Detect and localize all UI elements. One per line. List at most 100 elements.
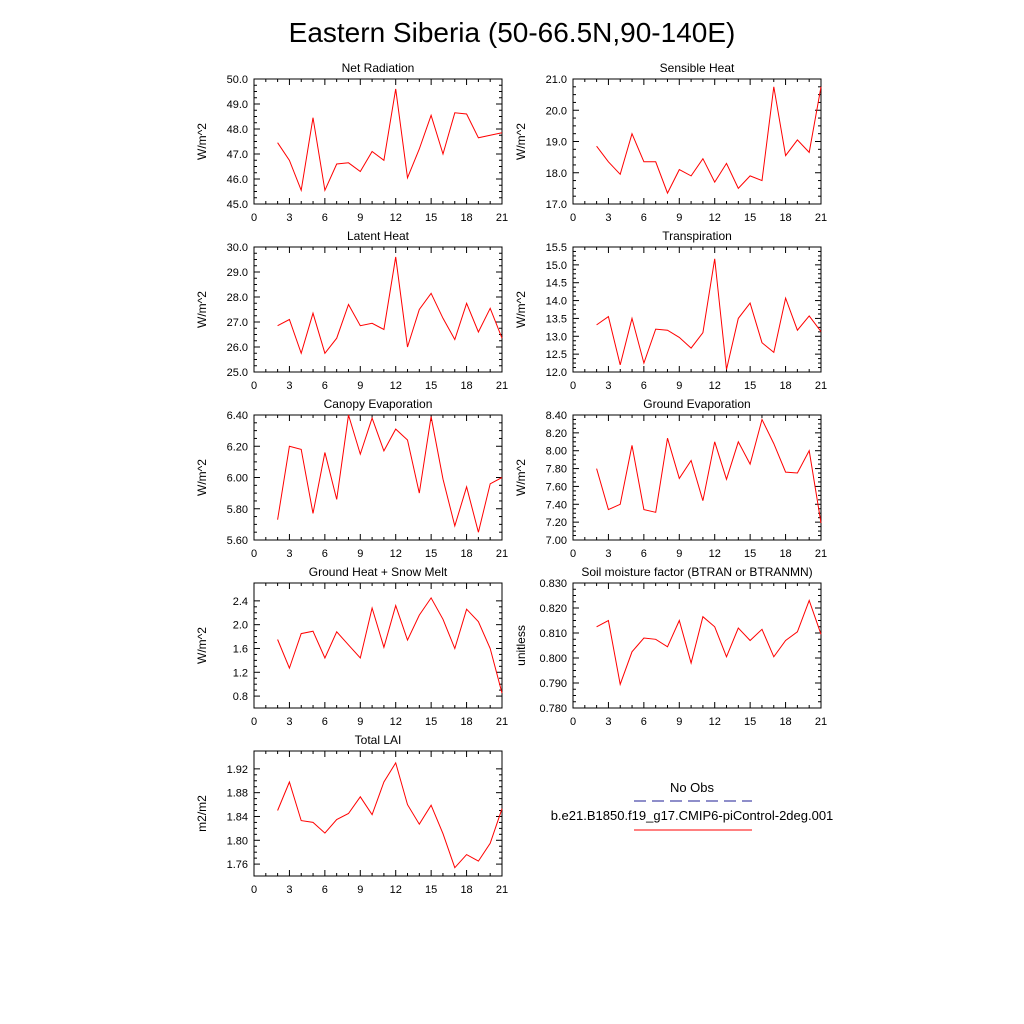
y-tick-label: 50.0 (227, 74, 248, 86)
y-tick-label: 0.820 (539, 603, 567, 615)
plot-frame (253, 750, 503, 877)
y-tick-label: 20.0 (546, 105, 567, 117)
x-tick-label: 9 (676, 548, 682, 560)
series-line (277, 88, 503, 193)
x-tick-label: 18 (779, 380, 791, 392)
y-tick-label: 7.00 (546, 535, 567, 547)
y-tick-label: 7.80 (546, 464, 567, 476)
x-tick-label: 21 (496, 380, 508, 392)
x-tick-label: 18 (779, 548, 791, 560)
panel-title: Net Radiation (342, 61, 415, 75)
x-tick-label: 3 (605, 380, 611, 392)
y-tick-label: 26.0 (227, 342, 248, 354)
x-tick-label: 9 (357, 884, 363, 896)
panel-title: Latent Heat (347, 229, 410, 243)
x-tick-label: 3 (286, 548, 292, 560)
x-tick-label: 12 (390, 212, 402, 224)
y-tick-label: 1.88 (227, 788, 248, 800)
chart-panel: Ground Evaporation W/m^2 0 3 6 9 12 15 18 21 7.00 7… (514, 397, 827, 560)
y-tick-label: 29.0 (227, 267, 248, 279)
y-tick-label: 8.00 (546, 446, 567, 458)
x-tick-label: 15 (425, 380, 437, 392)
series-line (596, 599, 822, 687)
y-axis-label: W/m^2 (195, 123, 209, 160)
x-tick-label: 9 (357, 212, 363, 224)
x-tick-label: 18 (779, 212, 791, 224)
y-tick-label: 7.60 (546, 481, 567, 493)
x-tick-label: 9 (676, 380, 682, 392)
y-tick-label: 49.0 (227, 99, 248, 111)
y-axis-label: W/m^2 (195, 459, 209, 496)
plot-frame (253, 582, 503, 709)
y-tick-label: 1.2 (233, 667, 248, 679)
legend-obs-label: No Obs (670, 780, 715, 795)
chart-panel: Latent Heat W/m^2 0 3 6 9 12 15 18 21 25.0 26.0 27.0… (195, 229, 508, 392)
y-tick-label: 6.20 (227, 441, 248, 453)
x-tick-label: 3 (605, 716, 611, 728)
y-tick-label: 0.830 (539, 578, 567, 590)
panel-title: Soil moisture factor (BTRAN or BTRANMN) (581, 565, 812, 579)
x-tick-label: 15 (425, 548, 437, 560)
y-axis-label: W/m^2 (514, 291, 528, 328)
x-tick-label: 18 (460, 884, 472, 896)
panel-title: Canopy Evaporation (324, 397, 433, 411)
y-tick-label: 7.40 (546, 499, 567, 511)
legend-model-label: b.e21.B1850.f19_g17.CMIP6-piControl-2deg… (551, 808, 834, 823)
x-tick-label: 3 (286, 884, 292, 896)
x-tick-label: 0 (251, 884, 257, 896)
y-tick-label: 30.0 (227, 242, 248, 254)
x-tick-label: 0 (251, 212, 257, 224)
y-tick-label: 15.5 (546, 242, 567, 254)
panel-title: Ground Evaporation (643, 397, 750, 411)
x-tick-label: 6 (641, 716, 647, 728)
x-tick-label: 6 (641, 212, 647, 224)
y-tick-label: 14.5 (546, 278, 567, 290)
x-tick-label: 12 (390, 884, 402, 896)
x-tick-label: 6 (322, 380, 328, 392)
panels: Net Radiation W/m^2 0 3 6 9 12 15 18 21 45.0 46.0 47… (195, 61, 827, 896)
x-tick-label: 12 (709, 212, 721, 224)
y-tick-label: 0.800 (539, 653, 567, 665)
y-tick-label: 5.80 (227, 504, 248, 516)
series-line (277, 596, 503, 694)
chart-panel: Canopy Evaporation W/m^2 0 3 6 9 12 15 18 21 5.60 5… (195, 397, 508, 560)
x-tick-label: 15 (744, 212, 756, 224)
x-tick-label: 18 (460, 548, 472, 560)
x-tick-label: 0 (251, 716, 257, 728)
y-tick-label: 47.0 (227, 149, 248, 161)
y-axis-label: unitless (514, 625, 528, 666)
x-tick-label: 18 (460, 716, 472, 728)
plot-frame (253, 78, 503, 205)
y-tick-label: 8.40 (546, 410, 567, 422)
x-tick-label: 21 (815, 212, 827, 224)
chart-panel: Soil moisture factor (BTRAN or BTRANMN) u… (514, 565, 827, 728)
y-tick-label: 25.0 (227, 367, 248, 379)
plot-frame (572, 414, 822, 541)
y-tick-label: 0.790 (539, 678, 567, 690)
x-tick-label: 15 (744, 548, 756, 560)
y-tick-label: 0.780 (539, 703, 567, 715)
x-tick-label: 0 (570, 380, 576, 392)
x-tick-label: 21 (496, 548, 508, 560)
x-tick-label: 15 (425, 716, 437, 728)
y-tick-label: 12.0 (546, 367, 567, 379)
plot-frame (572, 78, 822, 205)
x-tick-label: 0 (570, 548, 576, 560)
x-tick-label: 9 (676, 716, 682, 728)
x-tick-label: 12 (709, 380, 721, 392)
y-tick-label: 48.0 (227, 124, 248, 136)
chart-panel: Transpiration W/m^2 0 3 6 9 12 15 18 21 12.0 12.5 13… (514, 229, 827, 392)
x-tick-label: 18 (460, 212, 472, 224)
chart-panel: Net Radiation W/m^2 0 3 6 9 12 15 18 21 45.0 46.0 47… (195, 61, 508, 224)
x-tick-label: 15 (744, 716, 756, 728)
x-tick-label: 15 (425, 212, 437, 224)
y-tick-label: 21.0 (546, 74, 567, 86)
x-tick-label: 3 (286, 716, 292, 728)
figure-title: Eastern Siberia (50-66.5N,90-140E) (289, 17, 736, 48)
x-tick-label: 21 (496, 716, 508, 728)
series-line (277, 414, 503, 533)
y-tick-label: 13.0 (546, 331, 567, 343)
y-axis-label: m2/m2 (195, 795, 209, 832)
y-tick-label: 46.0 (227, 174, 248, 186)
